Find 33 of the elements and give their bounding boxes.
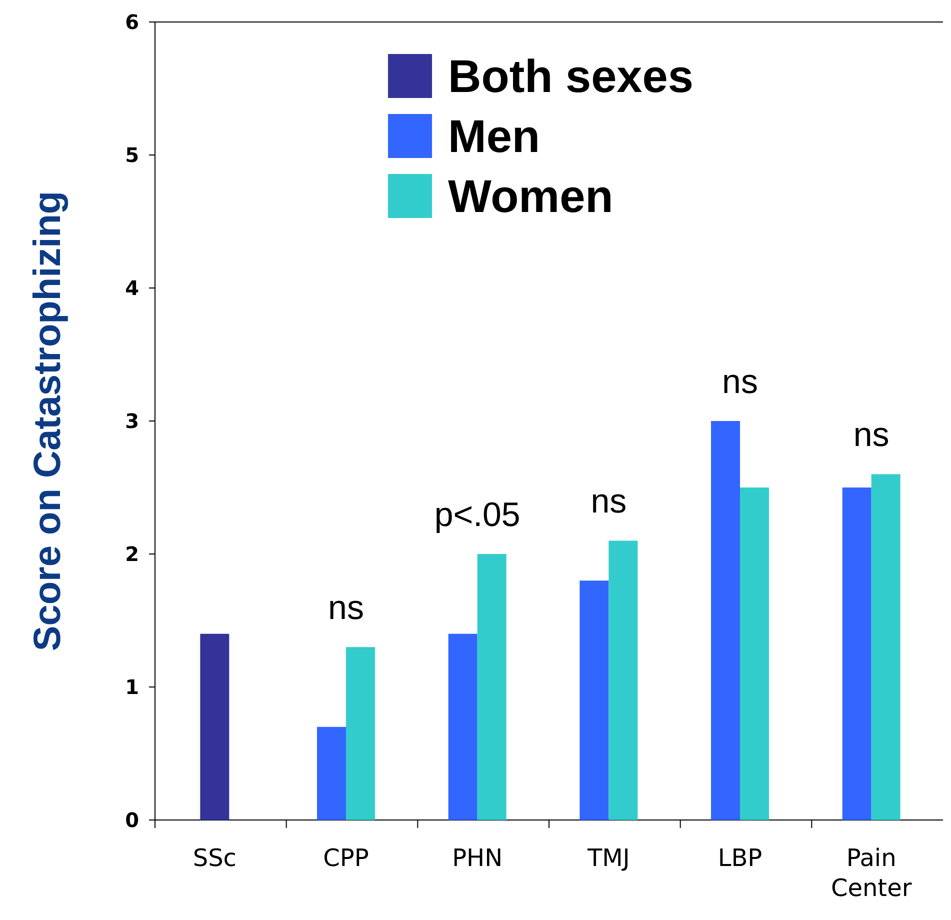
bar bbox=[200, 634, 230, 820]
y-axis-title: Score on Catastrophizing bbox=[27, 190, 69, 652]
bar bbox=[740, 488, 769, 820]
bar bbox=[842, 488, 872, 820]
bar bbox=[317, 726, 346, 820]
y-tick-label: 5 bbox=[125, 143, 139, 167]
y-tick-label: 3 bbox=[125, 409, 139, 433]
bar bbox=[580, 580, 609, 820]
legend-label: Both sexes bbox=[448, 50, 694, 102]
bar bbox=[711, 421, 740, 820]
bar bbox=[477, 554, 506, 820]
x-tick-label: CPP bbox=[323, 844, 369, 872]
y-tick-label: 2 bbox=[125, 542, 139, 566]
x-tick-label: PHN bbox=[452, 844, 503, 872]
annotation: ns bbox=[328, 589, 364, 628]
legend-label: Men bbox=[448, 110, 540, 162]
bar bbox=[346, 647, 375, 820]
y-tick-label: 6 bbox=[125, 10, 139, 34]
x-tick-label: SSc bbox=[192, 844, 237, 872]
bar bbox=[871, 474, 900, 820]
x-tick-label: TMJ bbox=[586, 844, 630, 872]
annotation: ns bbox=[722, 363, 758, 401]
x-tick-label: Pain Center bbox=[830, 844, 912, 902]
bar bbox=[608, 540, 638, 820]
x-tick-label: LBP bbox=[718, 844, 762, 872]
bar bbox=[448, 634, 478, 820]
y-tick-label: 0 bbox=[125, 808, 139, 832]
annotation: p<.05 bbox=[434, 496, 520, 534]
annotation: ns bbox=[590, 482, 627, 521]
legend-label: Women bbox=[448, 170, 614, 222]
annotation: ns bbox=[853, 416, 890, 454]
y-tick-label: 1 bbox=[125, 675, 139, 699]
y-tick-label: 4 bbox=[125, 276, 139, 300]
